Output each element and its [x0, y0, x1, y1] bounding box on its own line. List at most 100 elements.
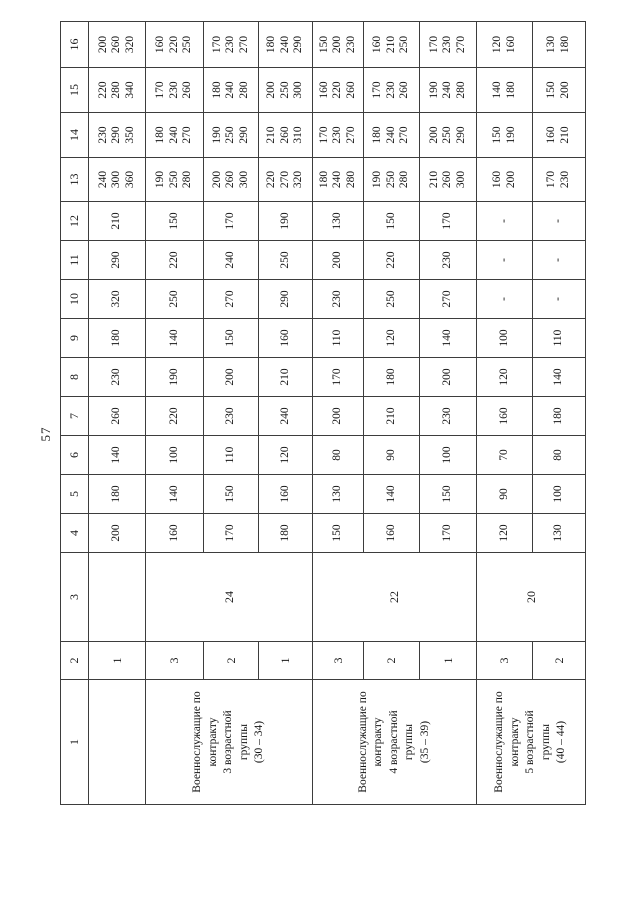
sub-number-cell: 1 — [258, 641, 313, 680]
value-cell: 200 — [312, 240, 364, 280]
value-cell: 130 — [532, 513, 586, 553]
column-header-cell: 5 — [60, 474, 89, 514]
value-cell: 160 — [258, 474, 313, 514]
group-value-cell — [88, 552, 146, 642]
value-cell: 190 — [258, 201, 313, 241]
value-cell: 150 — [363, 201, 420, 241]
value-cell: 230 — [419, 396, 477, 436]
group-value-cell: 20 — [476, 552, 586, 642]
value-cell: 100 — [419, 435, 477, 475]
value-cell: 140 — [532, 357, 586, 397]
value-cell: 120 160 — [476, 21, 533, 68]
value-cell: 200 250 300 — [258, 67, 313, 113]
value-cell: 220 280 340 — [88, 67, 146, 113]
value-cell: 170 — [203, 513, 259, 553]
value-cell: 200 260 300 — [203, 157, 259, 202]
value-cell: 150 — [145, 201, 204, 241]
value-cell: 150 200 — [532, 67, 586, 113]
group-label-cell: Военнослужащие по контракту 3 возрастной… — [145, 679, 313, 805]
column-header-cell: 13 — [60, 157, 89, 202]
column-header-cell: 2 — [60, 641, 89, 680]
value-cell: 130 180 — [532, 21, 586, 68]
value-cell: 140 — [419, 318, 477, 358]
value-cell: 160 — [145, 513, 204, 553]
value-cell: 240 — [258, 396, 313, 436]
value-cell: 210 — [258, 357, 313, 397]
value-cell: 180 — [258, 513, 313, 553]
value-cell: 210 260 300 — [419, 157, 477, 202]
value-cell: 160 200 — [476, 157, 533, 202]
sub-number-cell: 3 — [476, 641, 533, 680]
value-cell: 220 — [145, 240, 204, 280]
value-cell: 140 180 — [476, 67, 533, 113]
table-row: Военнослужащие по контракту 3 возрастной… — [145, 21, 313, 805]
sub-number-cell: 2 — [363, 641, 420, 680]
value-cell: 270 — [203, 279, 259, 319]
value-cell: 160 — [476, 396, 533, 436]
value-cell: 220 270 320 — [258, 157, 313, 202]
value-cell: 210 260 310 — [258, 112, 313, 158]
value-cell: 170 — [312, 357, 364, 397]
value-cell: 160 — [258, 318, 313, 358]
value-cell: 150 — [312, 513, 364, 553]
value-cell: 180 — [88, 474, 146, 514]
table-header-row: 1 2 3 4 5 6 7 8 9 10 11 12 13 14 15 16 — [60, 21, 89, 805]
value-cell: 150 — [203, 318, 259, 358]
group-label-cell: Военнослужащие по контракту 4 возрастной… — [312, 679, 477, 805]
value-cell: 140 — [145, 318, 204, 358]
table-rotation-inner: 1 2 3 4 5 6 7 8 9 10 11 12 13 14 15 16 — [60, 21, 586, 805]
value-cell: - — [532, 279, 586, 319]
value-cell: 130 — [312, 474, 364, 514]
value-cell: 230 — [419, 240, 477, 280]
group-value-cell: 24 — [145, 552, 313, 642]
value-cell: 80 — [312, 435, 364, 475]
column-header-cell: 6 — [60, 435, 89, 475]
value-cell: 190 250 280 — [363, 157, 420, 202]
value-cell: 160 220 250 — [145, 21, 204, 68]
value-cell: 210 — [363, 396, 420, 436]
value-cell: 270 — [419, 279, 477, 319]
value-cell: 170 230 260 — [145, 67, 204, 113]
column-header-cell: 12 — [60, 201, 89, 241]
value-cell: 230 — [312, 279, 364, 319]
column-header-cell: 11 — [60, 240, 89, 280]
standards-table: 1 2 3 4 5 6 7 8 9 10 11 12 13 14 15 16 — [60, 21, 586, 805]
column-header-cell: 1 — [60, 679, 89, 805]
sub-number-cell: 2 — [203, 641, 259, 680]
value-cell: 100 — [145, 435, 204, 475]
value-cell: 230 — [203, 396, 259, 436]
value-cell: 140 — [145, 474, 204, 514]
value-cell: 180 — [88, 318, 146, 358]
value-cell: 250 — [363, 279, 420, 319]
column-header-cell: 8 — [60, 357, 89, 397]
table-row: Военнослужащие по контракту 5 возрастной… — [476, 21, 586, 805]
value-cell: 170 230 270 — [203, 21, 259, 68]
value-cell: 180 240 280 — [203, 67, 259, 113]
value-cell: 160 210 — [532, 112, 586, 158]
value-cell: 180 — [532, 396, 586, 436]
sub-number-cell: 3 — [312, 641, 364, 680]
column-header-cell: 16 — [60, 21, 89, 68]
value-cell: 150 — [419, 474, 477, 514]
value-cell: 220 — [145, 396, 204, 436]
value-cell: 230 — [88, 357, 146, 397]
value-cell: 240 300 360 — [88, 157, 146, 202]
value-cell: 200 260 320 — [88, 21, 146, 68]
value-cell: 110 — [203, 435, 259, 475]
value-cell: 170 — [419, 201, 477, 241]
value-cell: 110 — [312, 318, 364, 358]
value-cell: 90 — [476, 474, 533, 514]
value-cell: 70 — [476, 435, 533, 475]
value-cell: 150 — [203, 474, 259, 514]
column-header-cell: 10 — [60, 279, 89, 319]
value-cell: 220 — [363, 240, 420, 280]
value-cell: 120 — [476, 513, 533, 553]
value-cell: 240 — [203, 240, 259, 280]
value-cell: 130 — [312, 201, 364, 241]
value-cell: 200 — [203, 357, 259, 397]
value-cell: - — [476, 240, 533, 280]
value-cell: 120 — [258, 435, 313, 475]
column-header-cell: 14 — [60, 112, 89, 158]
value-cell: 100 — [476, 318, 533, 358]
